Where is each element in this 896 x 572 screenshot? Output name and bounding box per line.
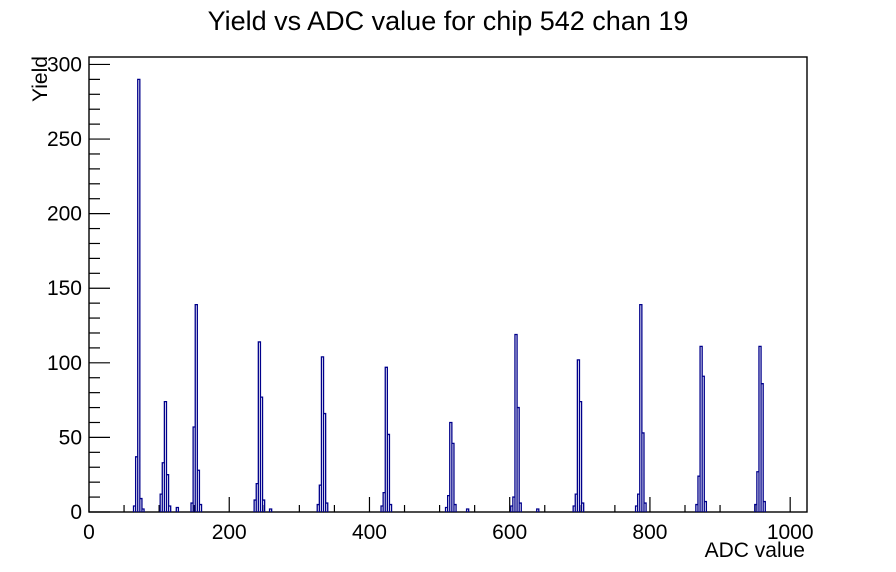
- histogram-series: [132, 78, 766, 512]
- y-tick-label: 200: [47, 203, 82, 226]
- x-tick-label: 400: [352, 521, 387, 544]
- chart-title: Yield vs ADC value for chip 542 chan 19: [208, 6, 689, 36]
- x-tick-label: 1000: [767, 521, 814, 544]
- y-tick-label: 250: [47, 128, 82, 151]
- x-tick-label: 0: [83, 521, 95, 544]
- y-axis-title: Yield: [29, 56, 52, 102]
- y-tick-label: 150: [47, 277, 82, 300]
- x-axis-title: ADC value: [705, 539, 805, 562]
- axis-tick-labels: 0 200 400 600 800 1000 0 50 100 150 200 250 300: [47, 53, 814, 544]
- y-tick-label: 100: [47, 352, 82, 375]
- histogram-outline: [132, 78, 766, 512]
- axis-ticks: [88, 63, 791, 513]
- y-tick-label: 0: [70, 501, 82, 524]
- y-tick-label: 300: [47, 53, 82, 76]
- x-tick-label: 600: [492, 521, 527, 544]
- x-tick-label: 800: [632, 521, 667, 544]
- x-tick-label: 200: [212, 521, 247, 544]
- y-tick-label: 50: [59, 426, 82, 449]
